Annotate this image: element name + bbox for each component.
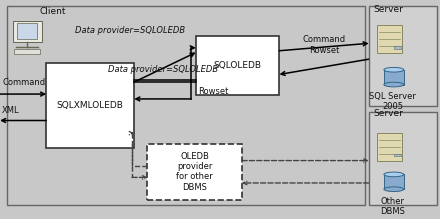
Bar bbox=[14, 49, 40, 54]
Ellipse shape bbox=[384, 82, 404, 87]
Bar bbox=[17, 23, 37, 39]
Bar bbox=[369, 6, 437, 106]
Bar bbox=[46, 64, 134, 148]
Text: Server: Server bbox=[373, 5, 403, 14]
Bar bbox=[377, 25, 402, 53]
Bar bbox=[196, 36, 279, 95]
Bar bbox=[147, 144, 242, 200]
Bar bbox=[384, 174, 404, 189]
Text: Data provider=SQLOLEDB: Data provider=SQLOLEDB bbox=[108, 65, 218, 74]
Bar bbox=[369, 112, 437, 205]
Ellipse shape bbox=[384, 67, 404, 72]
Bar bbox=[377, 133, 402, 161]
Bar bbox=[384, 70, 404, 85]
Text: OLEDB
provider
for other
DBMS: OLEDB provider for other DBMS bbox=[176, 152, 213, 192]
Text: SQL Server
2005: SQL Server 2005 bbox=[370, 92, 416, 111]
Text: Server: Server bbox=[373, 109, 403, 118]
Text: SQLXMLOLEDB: SQLXMLOLEDB bbox=[57, 101, 124, 110]
Text: Other
DBMS: Other DBMS bbox=[381, 197, 405, 216]
Text: Command: Command bbox=[302, 35, 346, 44]
Text: Command: Command bbox=[2, 78, 45, 87]
Bar bbox=[7, 6, 365, 205]
Text: Data provider=SQLOLEDB: Data provider=SQLOLEDB bbox=[75, 26, 185, 35]
Text: Rowset: Rowset bbox=[309, 46, 339, 55]
Text: SQLOLEDB: SQLOLEDB bbox=[213, 61, 262, 70]
Text: XML: XML bbox=[2, 106, 20, 115]
Ellipse shape bbox=[384, 172, 404, 177]
Bar bbox=[13, 21, 41, 42]
Ellipse shape bbox=[384, 187, 404, 192]
Bar bbox=[393, 154, 400, 156]
Bar bbox=[393, 46, 400, 49]
Text: Rowset: Rowset bbox=[198, 87, 229, 96]
Text: Client: Client bbox=[40, 7, 66, 16]
